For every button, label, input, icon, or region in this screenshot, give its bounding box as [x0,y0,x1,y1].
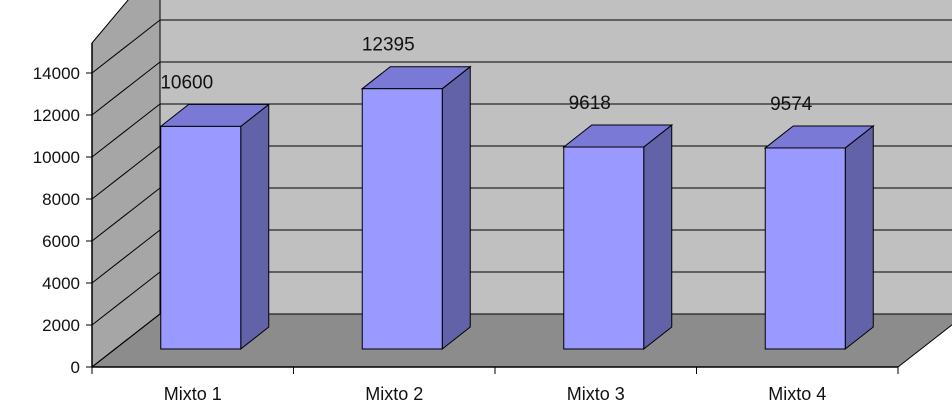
bars [159,65,875,351]
bar-front [160,125,242,350]
y-tick-label: 10000 [33,148,80,167]
y-tick-label: 14000 [33,64,80,83]
y-axis-ticks: 0 2000 4000 6000 8000 10000 12000 14000 [33,64,92,377]
x-tick-label: Mixto 4 [768,384,826,404]
gridline-side [91,229,161,284]
y-tick-label: 6000 [42,232,80,251]
gridline-side [91,103,161,158]
y-tick-label: 8000 [42,190,80,209]
gridline-side [91,19,161,74]
data-labels: 10600 12395 9618 9574 [160,35,812,115]
y-tick-label: 2000 [42,316,80,335]
bar-4 [763,124,875,351]
bar-side [240,103,270,351]
y-tick-label: 12000 [33,106,80,125]
gridline-side [91,145,161,200]
gridline-side [91,61,161,116]
data-label: 9618 [569,93,611,114]
bar-2 [360,65,472,351]
chart-walls [90,0,952,369]
bar-side [441,65,471,351]
bar-side [643,123,673,351]
bar-3 [562,123,674,351]
x-tick-label: Mixto 2 [365,384,423,404]
x-tick-label: Mixto 3 [567,384,625,404]
data-label: 10600 [160,72,213,93]
data-label: 12395 [362,35,415,56]
x-axis-labels: Mixto 1 Mixto 2 Mixto 3 Mixto 4 [91,367,899,404]
bar-side [844,124,874,351]
y-tick-label: 0 [71,358,80,377]
x-tick-label: Mixto 1 [164,384,222,404]
gridline-side [91,271,161,326]
bar-front [764,147,846,350]
data-label: 9574 [770,94,813,115]
y-tick-label: 4000 [42,274,80,293]
gridline-side [91,187,161,242]
side-wall [91,0,161,369]
bar-front [563,146,645,350]
gridline-side [91,313,161,368]
bar-1 [159,103,271,351]
bar-front [361,88,443,350]
